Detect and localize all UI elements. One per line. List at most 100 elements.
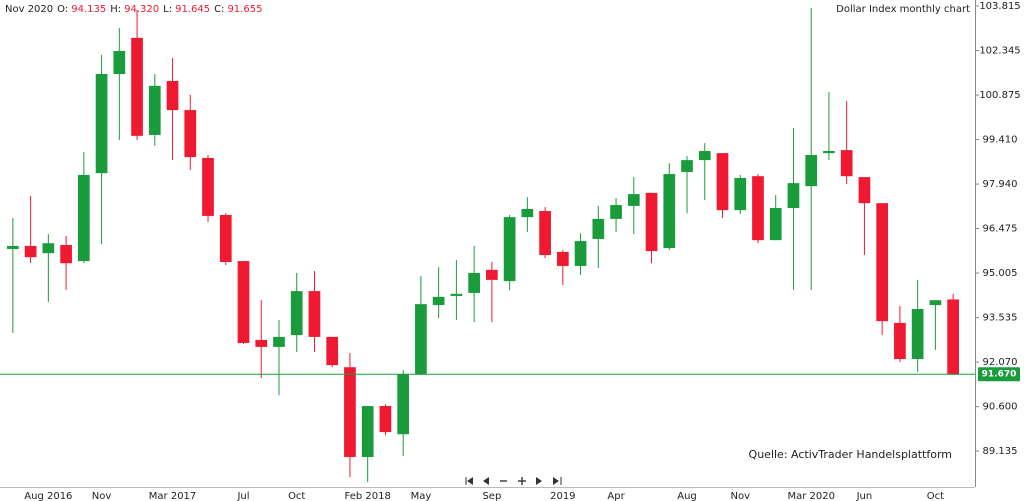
readout-value: 94.320 — [124, 4, 159, 15]
candle-body — [556, 251, 569, 266]
candle-body — [947, 299, 959, 375]
candle-body — [432, 296, 445, 306]
x-tick-label: Nov — [92, 491, 112, 501]
candle-body — [663, 174, 676, 249]
candle-body — [148, 85, 161, 135]
candle-body — [574, 241, 587, 266]
candle-body — [237, 261, 250, 343]
nav-first[interactable] — [462, 475, 476, 487]
candle-body — [202, 157, 214, 216]
x-tick-label: Mar 2020 — [787, 491, 835, 501]
candle-body — [397, 374, 410, 435]
candle-body — [681, 160, 693, 172]
readout-value: 91.645 — [175, 4, 210, 15]
last-price-tag — [978, 367, 1020, 382]
candle-body — [361, 406, 374, 457]
y-tick-label: 89.135 — [983, 446, 1018, 457]
candle-body — [95, 73, 108, 174]
candle-body — [379, 406, 392, 433]
nav-next[interactable] — [533, 475, 545, 487]
y-tick-label: 100.875 — [979, 90, 1020, 101]
y-tick-label: 102.345 — [979, 45, 1020, 56]
y-tick-label: 93.535 — [983, 313, 1018, 324]
y-tick-label: 95.005 — [983, 268, 1018, 279]
readout-key: C: — [214, 4, 224, 15]
y-tick-label: 92.070 — [983, 357, 1018, 368]
candle-body — [344, 367, 356, 457]
candle-body — [929, 300, 942, 306]
candle-body — [184, 110, 197, 158]
candle-body — [308, 291, 321, 337]
candle-body — [7, 245, 19, 249]
readout-value: 91.655 — [227, 4, 262, 15]
candle-body — [166, 80, 179, 111]
x-tick-label: Oct — [288, 491, 305, 501]
candle-body — [627, 194, 640, 206]
x-tick-label: Aug — [677, 491, 697, 501]
candle-body — [503, 217, 516, 282]
candle-body — [77, 174, 90, 262]
candle-body — [60, 245, 72, 264]
y-tick-label: 90.600 — [983, 402, 1018, 413]
candle-body — [273, 336, 285, 347]
nav-prev[interactable] — [480, 475, 492, 487]
x-tick-label: Nov — [730, 491, 750, 501]
candle-body — [24, 245, 37, 258]
y-tick-label: 103.815 — [979, 1, 1020, 12]
x-tick-label: Jul — [236, 491, 249, 501]
nav-controls — [462, 475, 564, 487]
candle-body — [610, 204, 622, 219]
candle-body — [415, 304, 427, 375]
readout-key: O: — [57, 4, 68, 15]
readout-date: Nov 2020 — [5, 4, 53, 15]
candle-body — [823, 151, 835, 154]
x-tick-label: 2019 — [550, 491, 575, 501]
candle-body — [769, 208, 782, 241]
x-tick-label: May — [411, 491, 432, 501]
candle-body — [521, 208, 534, 218]
candle-body — [752, 176, 764, 241]
y-tick-label: 99.410 — [983, 134, 1018, 145]
ohlc-readout: Nov 2020 O: 94.135 H: 94.320 L: 91.645 C: 91.655 — [5, 4, 262, 15]
candle-body — [840, 150, 853, 177]
x-tick-label: Apr — [607, 491, 625, 501]
x-tick-label: Jun — [856, 491, 873, 501]
candle-body — [468, 272, 480, 293]
candle-body — [734, 178, 747, 211]
y-tick-label: 96.475 — [983, 223, 1018, 234]
candle-body — [876, 203, 889, 322]
nav-last[interactable] — [550, 475, 564, 487]
candle-body — [645, 192, 658, 252]
x-tick-label: Oct — [927, 491, 944, 501]
candle-body — [911, 308, 924, 360]
last-price-label: 91.670 — [982, 370, 1017, 380]
candle-body — [326, 336, 339, 366]
candle-body — [113, 50, 126, 74]
chart-title: Dollar Index monthly chart — [836, 4, 970, 15]
nav-zoom-out[interactable] — [498, 475, 510, 487]
x-tick-label: Sep — [482, 491, 501, 501]
candle-body — [858, 177, 871, 204]
candle-body — [131, 37, 143, 136]
nav-zoom-in[interactable] — [515, 475, 529, 487]
y-tick-label: 97.940 — [983, 179, 1018, 190]
candle-body — [805, 154, 818, 187]
candle-body — [450, 293, 463, 296]
readout-key: L: — [163, 4, 172, 15]
x-tick-label: Feb 2018 — [345, 491, 391, 501]
candle-body — [290, 291, 303, 336]
candle-body — [486, 269, 498, 280]
candle-body — [539, 211, 551, 256]
candle-body — [42, 243, 55, 254]
readout-value: 94.135 — [71, 4, 106, 15]
candle-body — [592, 218, 605, 239]
candle-body — [716, 153, 729, 211]
candle-body — [894, 322, 906, 360]
candle-body — [698, 151, 711, 161]
x-tick-label: Mar 2017 — [149, 491, 197, 501]
source-note: Quelle: ActivTrader Handelsplattform — [749, 448, 952, 461]
candle-body — [255, 339, 268, 347]
readout-key: H: — [110, 4, 121, 15]
